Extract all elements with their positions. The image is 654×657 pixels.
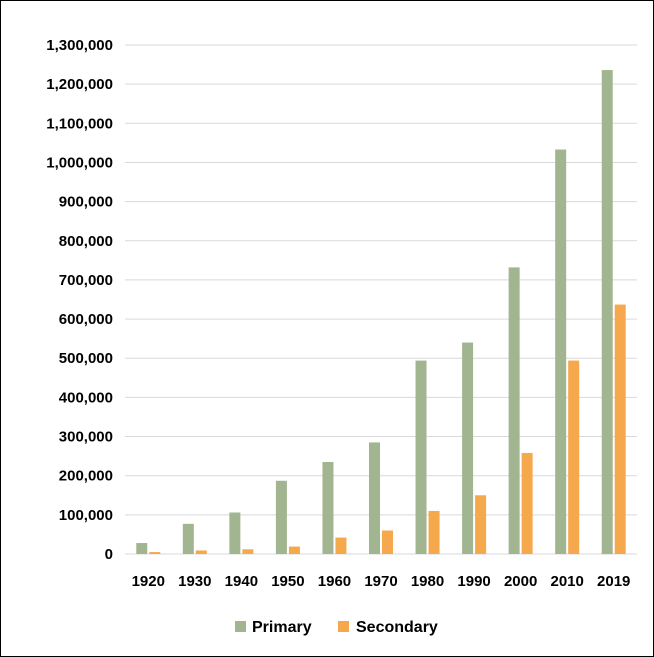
bar-secondary-1930	[195, 550, 207, 554]
bar-secondary-1950	[288, 546, 300, 554]
bar-secondary-1970	[382, 530, 393, 554]
bar-primary-2019	[601, 70, 613, 554]
legend: Primary Secondary	[235, 619, 438, 636]
bar-secondary-1960	[335, 537, 347, 554]
y-tick-label: 1,300,000	[46, 37, 113, 54]
bar-secondary-1920	[149, 552, 161, 554]
x-tick-label: 1990	[457, 573, 490, 590]
x-tick-label: 1960	[318, 573, 351, 590]
y-tick-label: 600,000	[59, 311, 113, 328]
bar-secondary-2010	[568, 360, 580, 554]
bar-primary-1980	[415, 360, 427, 554]
y-tick-label: 0	[105, 546, 113, 563]
bar-primary-1960	[322, 461, 334, 554]
bar-primary-1990	[462, 342, 474, 554]
x-tick-label: 1920	[132, 573, 165, 590]
bar-secondary-2000	[521, 452, 533, 554]
bar-secondary-2019	[614, 304, 626, 554]
bar-primary-1940	[229, 512, 241, 554]
legend-swatch-primary	[235, 621, 246, 632]
y-tick-label: 1,100,000	[46, 115, 113, 132]
legend-label-secondary: Secondary	[356, 619, 438, 636]
bar-primary-2000	[508, 267, 520, 554]
x-tick-label: 2000	[504, 573, 537, 590]
y-axis-tick-labels: 0 100,000 200,000 300,000 400,000 500,000 600,…	[46, 37, 113, 563]
bar-primary-2010	[555, 149, 567, 554]
x-tick-label: 2010	[550, 573, 583, 590]
y-tick-label: 700,000	[59, 272, 113, 289]
bar-primary-1930	[182, 523, 194, 554]
bar-primary-1920	[136, 543, 148, 554]
y-tick-label: 100,000	[59, 507, 113, 524]
bar-secondary-1940	[242, 549, 254, 554]
legend-swatch-secondary	[338, 621, 349, 632]
x-tick-label: 1930	[178, 573, 211, 590]
x-tick-label: 1970	[364, 573, 397, 590]
x-axis-tick-labels: 1920 1930 1940 1950 1960 1970 1980 1990 2000 2010…	[132, 573, 631, 590]
y-tick-label: 900,000	[59, 194, 113, 211]
bar-secondary-1990	[475, 495, 487, 554]
y-tick-label: 200,000	[59, 468, 113, 485]
legend-label-primary: Primary	[252, 619, 312, 636]
y-tick-label: 1,000,000	[46, 154, 113, 171]
y-tick-label: 300,000	[59, 429, 113, 446]
y-tick-label: 1,200,000	[46, 76, 113, 93]
y-tick-label: 500,000	[59, 350, 113, 367]
y-tick-label: 800,000	[59, 233, 113, 250]
y-tick-label: 400,000	[59, 389, 113, 406]
x-tick-label: 1940	[225, 573, 258, 590]
x-tick-label: 1950	[271, 573, 304, 590]
bar-primary-1950	[275, 480, 287, 554]
x-tick-label: 2019	[597, 573, 630, 590]
bars	[136, 70, 626, 554]
gridlines	[125, 44, 637, 555]
bar-secondary-1980	[428, 510, 440, 554]
bar-primary-1970	[369, 442, 380, 554]
x-tick-label: 1980	[411, 573, 444, 590]
